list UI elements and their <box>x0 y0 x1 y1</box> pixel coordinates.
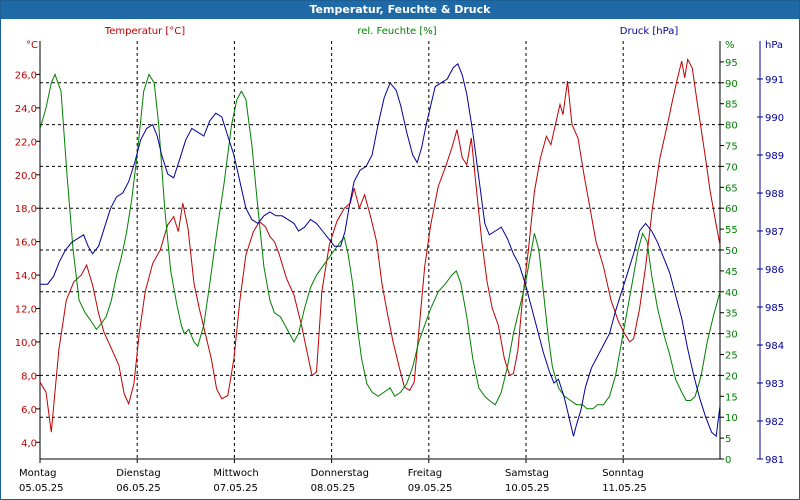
humidity-tick-label: 0 <box>725 455 731 466</box>
pressure-tick-label: 986 <box>765 265 784 276</box>
x-tick-date-label: 05.05.25 <box>19 483 64 494</box>
temperature-tick-label: 16,0 <box>15 238 37 249</box>
pressure-tick-label: 989 <box>765 151 784 162</box>
temperature-tick-label: 10,0 <box>15 338 37 349</box>
humidity-axis-label: rel. Feuchte [%] <box>357 26 436 37</box>
x-tick-day-label: Samstag <box>505 468 549 479</box>
pressure-unit: hPa <box>765 40 783 51</box>
humidity-tick-label: 15 <box>725 392 738 403</box>
x-tick-day-label: Sonntag <box>602 468 644 479</box>
temperature-tick-label: 14,0 <box>15 271 37 282</box>
humidity-tick-label: 45 <box>725 267 738 278</box>
humidity-unit: % <box>725 40 735 51</box>
temperature-tick-label: 6,0 <box>21 405 37 416</box>
x-tick-date-label: 06.05.25 <box>116 483 161 494</box>
humidity-tick-label: 25 <box>725 351 738 362</box>
y-tick-labels: 4,0 6,0 8,0 10,0 12,0 14,0 16,0 18,0 20,0 22,0 24,… <box>15 58 784 466</box>
temperature-tick-label: 4,0 <box>21 438 37 449</box>
pressure-tick-label: 991 <box>765 75 784 86</box>
x-tick-date-label: 07.05.25 <box>213 483 258 494</box>
pressure-tick-label: 984 <box>765 341 784 352</box>
x-tick-labels: Montag 05.05.25 Dienstag 06.05.25 Mittwoch 07… <box>19 468 647 494</box>
pressure-tick-label: 990 <box>765 113 784 124</box>
humidity-tick-label: 20 <box>725 371 738 382</box>
x-tick-date-label: 10.05.25 <box>505 483 550 494</box>
humidity-tick-label: 95 <box>725 58 738 69</box>
humidity-tick-label: 75 <box>725 142 738 153</box>
x-tick-day-label: Dienstag <box>116 468 161 479</box>
x-tick-day-label: Freitag <box>408 468 442 479</box>
window-title: Temperatur, Feuchte & Druck <box>1 1 799 19</box>
humidity-tick-label: 40 <box>725 288 738 299</box>
temperature-tick-label: 8,0 <box>21 371 37 382</box>
pressure-tick-label: 987 <box>765 227 784 238</box>
pressure-tick-label: 985 <box>765 303 784 314</box>
pressure-tick-label: 983 <box>765 379 784 390</box>
x-tick-date-label: 11.05.25 <box>602 483 647 494</box>
humidity-tick-label: 80 <box>725 121 738 132</box>
temperature-tick-label: 12,0 <box>15 305 37 316</box>
x-tick-day-label: Montag <box>19 468 56 479</box>
temperature-tick-label: 24,0 <box>15 104 37 115</box>
humidity-tick-label: 60 <box>725 204 738 215</box>
temperature-tick-label: 26,0 <box>15 70 37 81</box>
x-tick-day-label: Donnerstag <box>311 468 369 479</box>
temperature-axis-label: Temperatur [°C] <box>104 26 185 37</box>
pressure-tick-label: 988 <box>765 189 784 200</box>
x-tick-date-label: 09.05.25 <box>408 483 453 494</box>
humidity-tick-label: 30 <box>725 330 738 341</box>
humidity-tick-label: 90 <box>725 79 738 90</box>
x-tick-date-label: 08.05.25 <box>311 483 356 494</box>
temperature-tick-label: 18,0 <box>15 204 37 215</box>
humidity-tick-label: 50 <box>725 246 738 257</box>
humidity-tick-label: 35 <box>725 309 738 320</box>
humidity-tick-label: 5 <box>725 434 731 445</box>
humidity-tick-label: 65 <box>725 183 738 194</box>
pressure-tick-label: 982 <box>765 417 784 428</box>
series-lines <box>39 57 721 438</box>
chart-grid <box>40 41 720 459</box>
humidity-series-line <box>39 73 721 410</box>
humidity-tick-label: 10 <box>725 413 738 424</box>
temperature-unit: °C <box>26 40 38 51</box>
humidity-tick-label: 85 <box>725 100 738 111</box>
pressure-tick-label: 981 <box>765 455 784 466</box>
humidity-tick-label: 70 <box>725 162 738 173</box>
chart-axes <box>36 41 763 463</box>
x-tick-day-label: Mittwoch <box>213 468 258 479</box>
temperature-tick-label: 22,0 <box>15 137 37 148</box>
humidity-tick-label: 55 <box>725 225 738 236</box>
pressure-axis-label: Druck [hPa] <box>620 26 679 37</box>
pressure-series-line <box>40 62 721 438</box>
temperature-tick-label: 20,0 <box>15 171 37 182</box>
